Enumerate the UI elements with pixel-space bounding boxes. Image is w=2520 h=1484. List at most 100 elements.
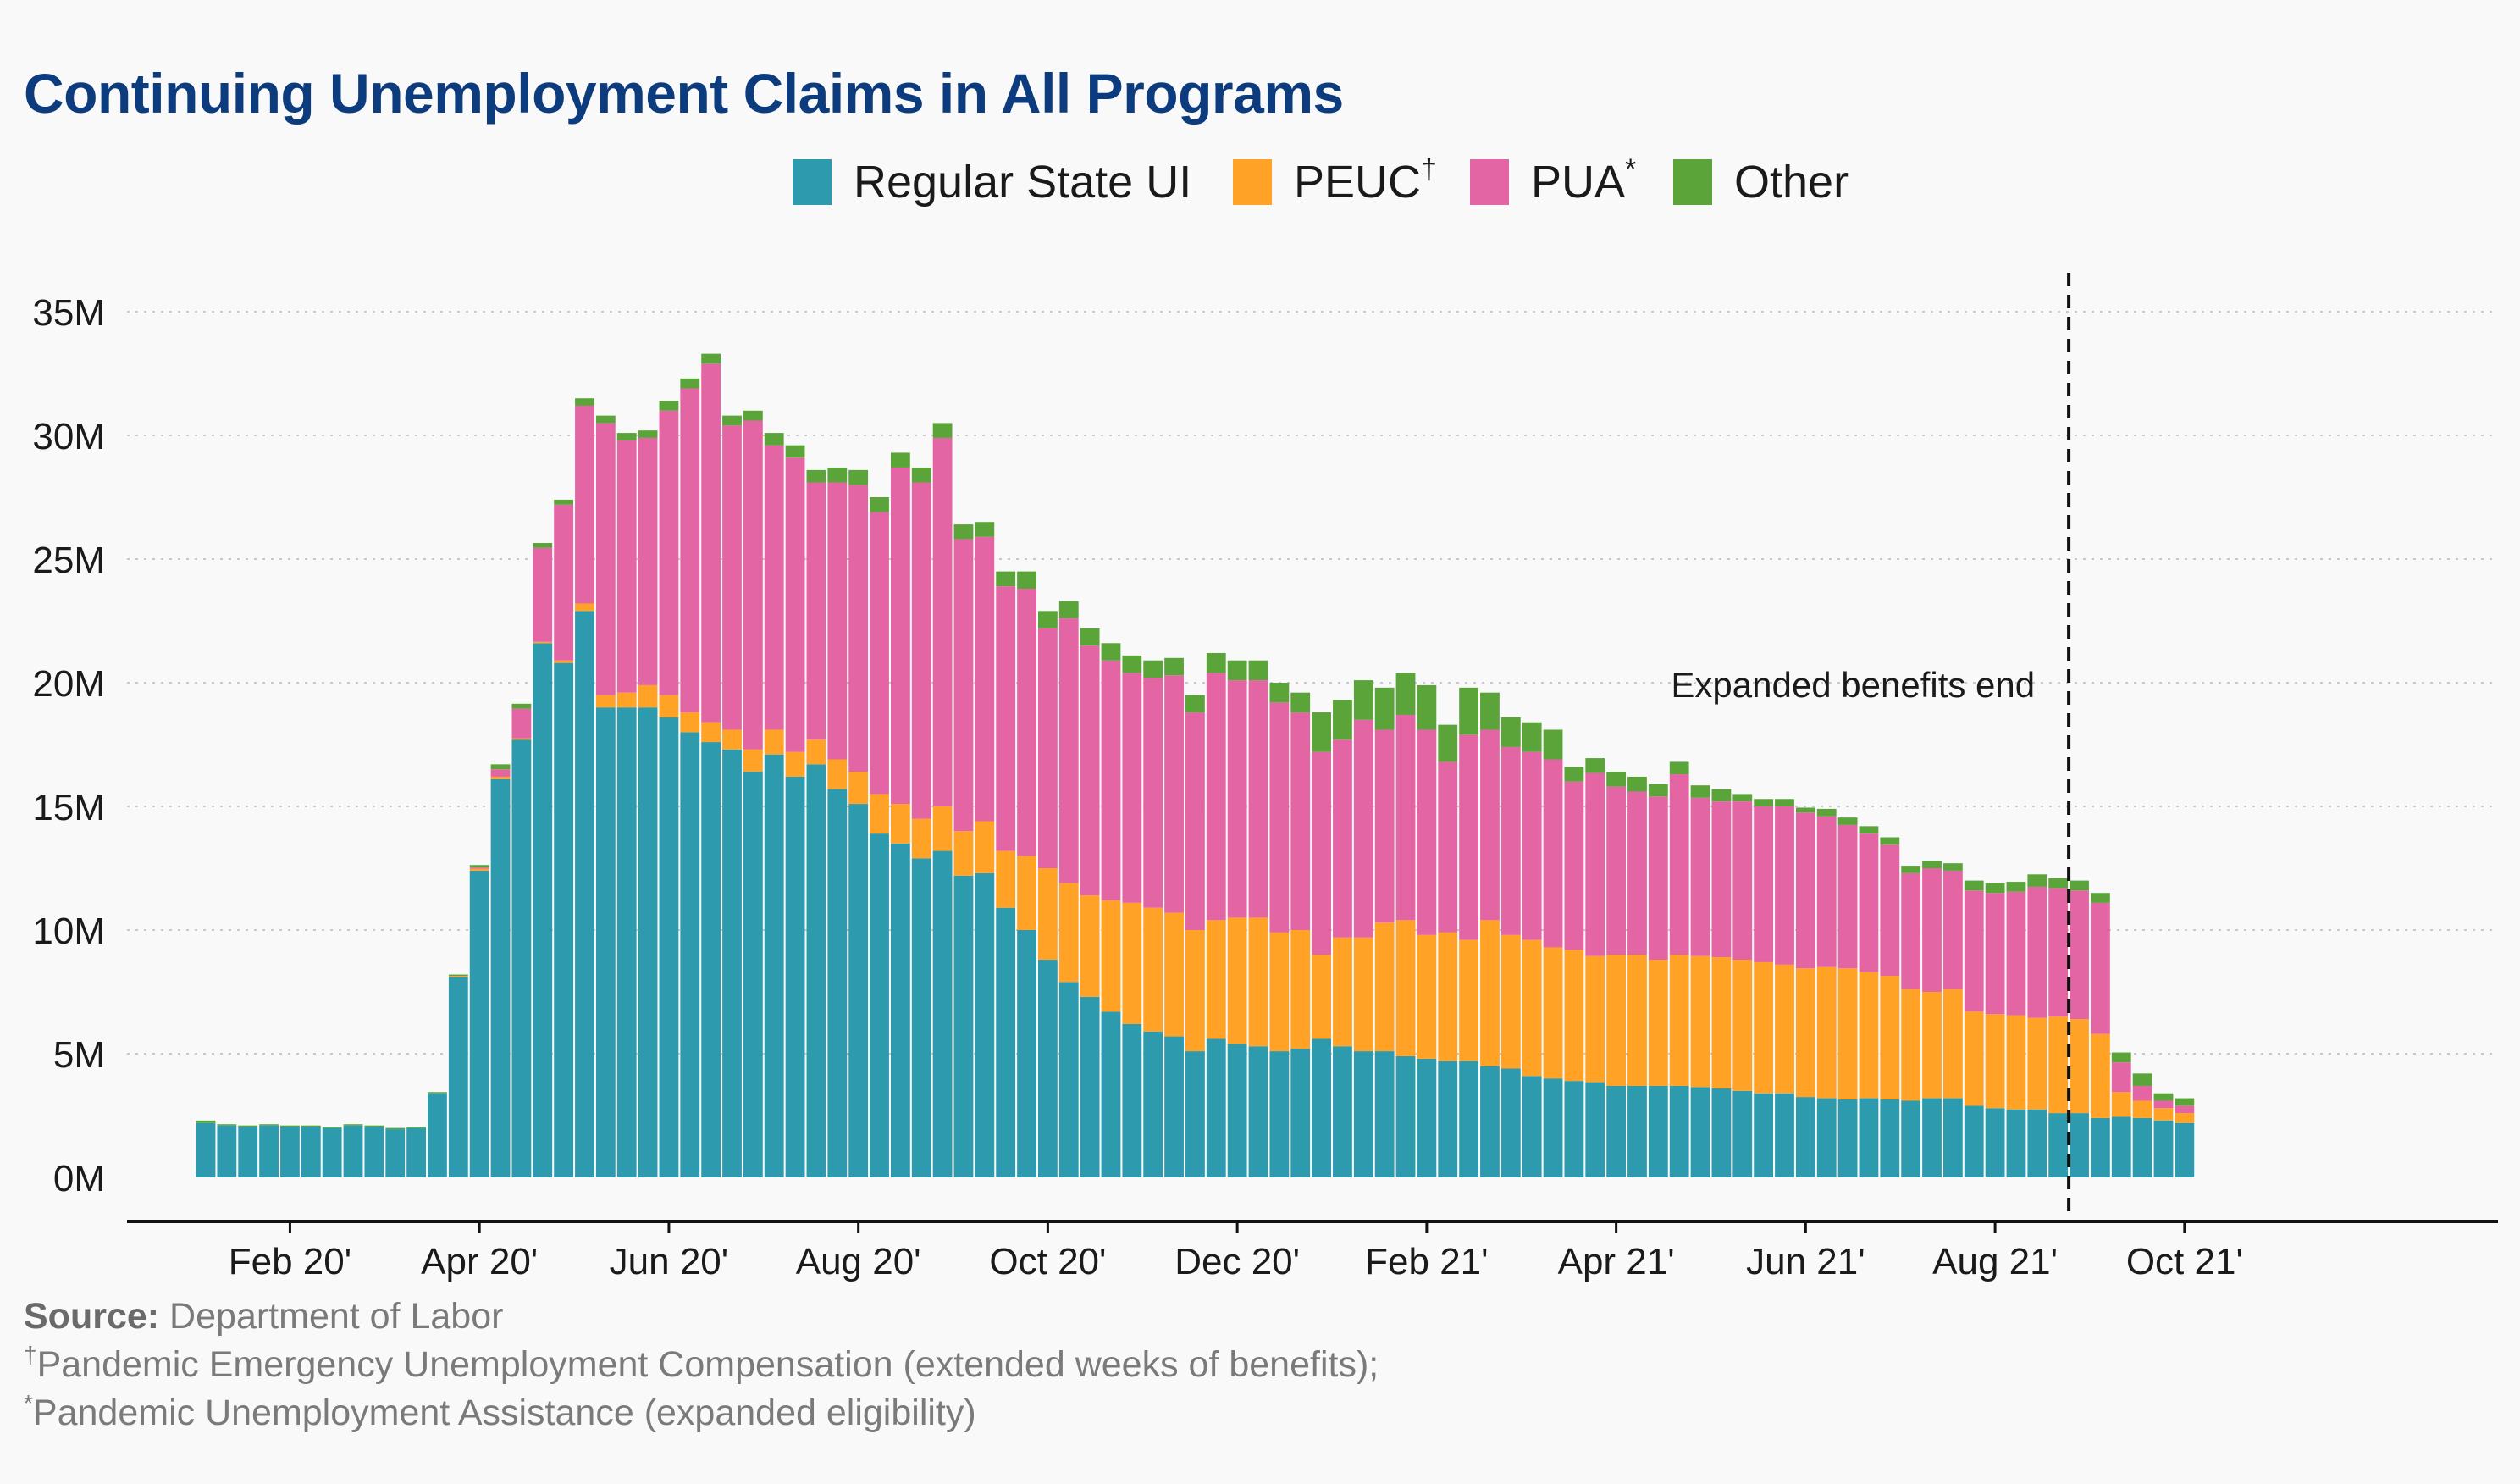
bar-regular-state-ui [448, 977, 468, 1177]
bar-pua [1164, 675, 1184, 913]
bar-other [2070, 880, 2089, 891]
legend-item-peuc[interactable]: PEUC† [1233, 152, 1437, 212]
bar-series [196, 353, 2195, 1177]
bar-pua [1985, 893, 2005, 1015]
bar-regular-state-ui [2111, 1116, 2131, 1177]
bar-regular-state-ui [1543, 1078, 1563, 1177]
bar-regular-state-ui [1838, 1099, 1858, 1177]
bar-regular-state-ui [1395, 1055, 1416, 1177]
bar-peuc [616, 692, 637, 708]
bar-peuc [1417, 934, 1437, 1059]
bar-pua [827, 482, 848, 760]
bar-pua [1522, 751, 1542, 940]
bar-peuc [1438, 932, 1458, 1061]
bar-peuc [932, 806, 953, 851]
bar-other [827, 467, 848, 483]
bar-regular-state-ui [511, 739, 532, 1177]
bar-peuc [2006, 1015, 2026, 1110]
bar-peuc [2091, 1033, 2110, 1118]
bar-pua [1122, 673, 1142, 903]
bar-regular-state-ui [659, 717, 679, 1177]
bar-regular-state-ui [1101, 1011, 1121, 1177]
bar-pua [1690, 797, 1710, 956]
bar-regular-state-ui [1522, 1076, 1542, 1177]
bar-regular-state-ui [1038, 960, 1058, 1177]
bar-regular-state-ui [2027, 1109, 2048, 1177]
bar-regular-state-ui [870, 833, 889, 1177]
bar-other [743, 410, 763, 421]
bar-other [1058, 601, 1079, 619]
bar-pua [1248, 680, 1268, 918]
x-tick-label: Aug 21' [1932, 1241, 2058, 1282]
bar-other [1880, 837, 1900, 845]
bar-peuc [1880, 976, 1900, 1100]
bar-other [932, 423, 953, 438]
bar-other [1080, 628, 1100, 646]
bar-pua [533, 547, 553, 642]
bar-other [2132, 1073, 2152, 1086]
bar-regular-state-ui [595, 707, 616, 1177]
x-tick-label: Jun 21' [1746, 1241, 1865, 1282]
bar-other [469, 865, 489, 868]
bar-regular-state-ui [1711, 1088, 1732, 1177]
legend-item-pua[interactable]: PUA* [1470, 152, 1636, 212]
x-tick-label: Oct 20' [989, 1241, 1106, 1282]
bar-pua [1795, 812, 1815, 969]
x-tick-label: Aug 20' [796, 1241, 921, 1282]
bar-peuc [680, 712, 700, 733]
bar-other [2111, 1052, 2131, 1063]
bar-other [2006, 882, 2026, 892]
bar-pua [2027, 886, 2048, 1018]
bar-regular-state-ui [1459, 1060, 1478, 1177]
bar-regular-state-ui [406, 1127, 426, 1177]
bar-peuc [1227, 917, 1247, 1044]
bar-other [722, 415, 742, 426]
footnote-peuc: †Pandemic Emergency Unemployment Compens… [24, 1342, 1379, 1386]
bar-peuc [1669, 955, 1689, 1086]
bar-peuc [1058, 883, 1079, 983]
bar-regular-state-ui [428, 1093, 447, 1177]
bar-other [1164, 657, 1184, 676]
bar-peuc [659, 695, 679, 717]
bar-other [953, 524, 974, 540]
bar-regular-state-ui [1564, 1081, 1584, 1177]
bar-regular-state-ui [1859, 1098, 1879, 1177]
bar-other [2091, 893, 2110, 903]
bar-pua [1859, 833, 1879, 972]
bar-regular-state-ui [1017, 930, 1036, 1177]
bar-other [1690, 785, 1710, 798]
bar-pua [996, 586, 1016, 851]
bar-other [1438, 724, 1458, 762]
x-axis-ticks: Feb 20' Apr 20' Jun 20' Aug 20' Oct 20' Dec 2… [229, 1221, 2243, 1282]
bar-other [1732, 794, 1753, 802]
bar-other [848, 469, 869, 485]
x-tick-label: Dec 20' [1174, 1241, 1300, 1282]
bar-peuc [638, 684, 658, 708]
bar-peuc [533, 641, 553, 644]
bar-other [343, 1124, 363, 1126]
legend-item-other[interactable]: Other [1673, 152, 1849, 212]
bar-pua [490, 769, 511, 777]
bar-peuc [1732, 960, 1753, 1091]
bar-regular-state-ui [616, 707, 637, 1177]
bar-peuc [1480, 920, 1500, 1066]
bar-other [1417, 684, 1437, 730]
legend-item-regular-state-ui[interactable]: Regular State UI [793, 152, 1191, 212]
bar-regular-state-ui [2091, 1117, 2110, 1177]
bar-pua [890, 467, 910, 805]
bar-other [1775, 799, 1794, 806]
bar-peuc [785, 751, 805, 777]
bar-regular-state-ui [533, 643, 553, 1177]
legend-swatch-other [1673, 159, 1712, 205]
bar-regular-state-ui [1269, 1051, 1290, 1177]
bar-other [1522, 722, 1542, 752]
bar-regular-state-ui [2132, 1117, 2152, 1177]
bar-pua [575, 405, 594, 604]
bar-regular-state-ui [1690, 1087, 1710, 1177]
footer: Source: Department of Labor †Pandemic Em… [24, 1293, 1379, 1437]
y-tick-label: 15M [32, 787, 105, 828]
y-axis-ticks: 0M 5M 10M 15M 20M 25M 30M 35M [32, 292, 105, 1199]
bar-peuc [1185, 930, 1205, 1052]
bar-pua [2175, 1105, 2195, 1114]
